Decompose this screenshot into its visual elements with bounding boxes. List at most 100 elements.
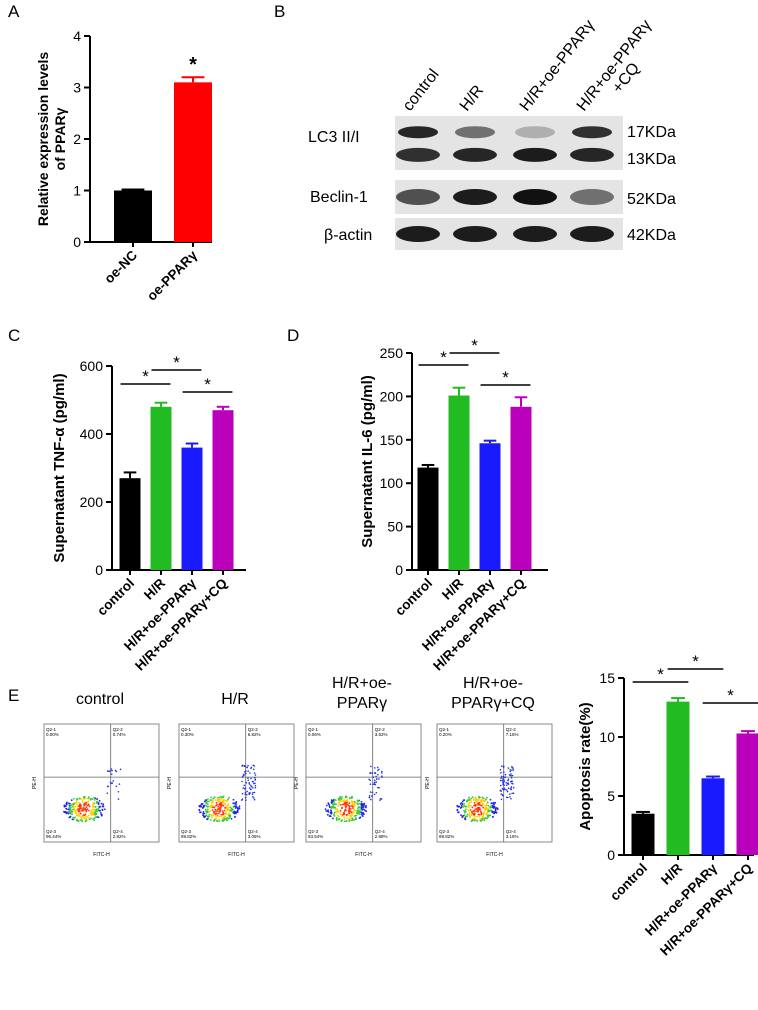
bar-0 <box>114 190 152 242</box>
panel-label-e: E <box>8 686 20 705</box>
y-tick-label: 100 <box>380 475 404 491</box>
bar-2 <box>701 778 725 855</box>
panel-label-b: B <box>274 2 286 21</box>
lc3-band-2 <box>513 147 557 162</box>
lc3-band-upper-1 <box>455 126 495 139</box>
x-tick-label: H/R <box>658 860 685 887</box>
y-tick-label: 600 <box>80 358 104 374</box>
y-axis-title: PE-H <box>425 777 431 789</box>
bar-0 <box>631 813 655 855</box>
x-tick-label: oe-NC <box>101 247 140 286</box>
beclin-band-2 <box>513 189 557 205</box>
y-tick-label: 4 <box>73 28 81 44</box>
flow-plot-title: control <box>75 691 125 708</box>
bar-2 <box>479 443 501 570</box>
quadrant-q1: Q2-1 0.20% <box>439 727 452 737</box>
flow-cytometry-panels: control Q2-1 0.00% Q2-2 0.74% Q2-3 96.44% Q2-4 2… <box>30 675 570 870</box>
y-tick-label: 0 <box>95 562 103 578</box>
flow-plot-2: H/R+oe- PPARγ Q2-1 0.06% Q2-2 3.52% Q2-3 93.54… <box>292 675 432 870</box>
bar-1 <box>448 395 470 570</box>
flow-plot-title: H/R+oe- PPARγ <box>331 675 393 712</box>
flow-dotplot: Q2-1 0.06% Q2-2 3.52% Q2-3 93.54% Q2-4 2.88% FIT… <box>294 723 422 858</box>
western-blot-panel: control H/R H/R+oe-PPARγ H/R+oe-PPARγ+CQ LC3… <box>300 17 758 260</box>
y-tick-label: 200 <box>80 494 104 510</box>
significance-star: * <box>657 665 664 684</box>
y-axis-title: Supernatant IL-6 (pg/ml) <box>359 375 376 548</box>
quadrant-q1: Q2-1 0.00% <box>46 727 59 737</box>
bar-3 <box>510 406 532 570</box>
y-tick-label: 3 <box>73 80 81 96</box>
y-tick-label: 250 <box>380 345 404 361</box>
y-tick-label: 1 <box>73 183 81 199</box>
lc3-band-3 <box>570 147 614 162</box>
quadrant-q3: Q2-3 89.82% <box>181 829 196 839</box>
quadrant-q3: Q2-3 89.82% <box>439 829 454 839</box>
significance-star: * <box>204 375 211 394</box>
lane-label-0: control <box>400 66 443 114</box>
y-tick-label: 0 <box>607 847 615 863</box>
quadrant-q4: Q2-4 3.16% <box>506 829 519 839</box>
y-axis-title: Apoptosis rate(%) <box>577 702 594 830</box>
lc3-band-1 <box>453 147 497 162</box>
bar-3 <box>736 733 758 855</box>
panel-label-c: C <box>8 326 21 345</box>
flow-plot-title: H/R <box>221 691 249 708</box>
x-tick-label: oe-PPARγ <box>144 247 200 303</box>
beclin-band-0 <box>396 189 440 205</box>
lane-label-1: H/R <box>457 82 487 114</box>
y-axis-title: Supernatant TNF-α (pg/ml) <box>51 373 68 562</box>
flow-plot-title: H/R+oe- PPARγ+CQ <box>451 675 535 712</box>
plot-frame <box>305 723 422 843</box>
significance-star: * <box>502 368 509 387</box>
bar-2 <box>181 447 203 570</box>
panel-label-a: A <box>8 2 20 21</box>
flow-plot-0: control Q2-1 0.00% Q2-2 0.74% Q2-3 96.44% Q2-4 2… <box>30 690 170 870</box>
flow-dotplot: Q2-1 0.00% Q2-2 0.74% Q2-3 96.44% Q2-4 2.82% FIT… <box>32 723 160 858</box>
quadrant-q2: Q2-2 0.74% <box>113 727 126 737</box>
quadrant-q2: Q2-2 7.15% <box>506 727 519 737</box>
significance-star: * <box>142 367 149 386</box>
flow-dotplot: Q2-1 0.30% Q2-2 6.82% Q2-3 89.82% Q2-4 3.06% FIT… <box>167 723 295 858</box>
lc3-band-0 <box>396 147 440 162</box>
lc3-band-upper-3 <box>572 126 612 139</box>
beclin-band-3 <box>570 189 614 205</box>
x-tick-label: control <box>392 576 435 619</box>
lc3-membrane <box>395 116 623 170</box>
x-tick-label: control <box>607 861 650 904</box>
actin-band-3 <box>570 226 614 242</box>
quadrant-q1: Q2-1 0.30% <box>181 727 194 737</box>
row-label-beclin: Beclin-1 <box>310 189 368 206</box>
plot-frame <box>178 723 295 843</box>
significance-star: * <box>471 336 478 355</box>
x-axis-title: FITC-H <box>228 852 245 858</box>
y-tick-label: 200 <box>380 388 404 404</box>
x-axis-title: FITC-H <box>355 852 372 858</box>
bar-0 <box>119 478 141 570</box>
y-tick-label: 50 <box>387 519 403 535</box>
significance-star: * <box>173 353 180 372</box>
flow-dotplot: Q2-1 0.20% Q2-2 7.15% Q2-3 89.82% Q2-4 3.16% FIT… <box>425 723 553 858</box>
y-tick-label: 400 <box>80 426 104 442</box>
y-tick-label: 150 <box>380 432 404 448</box>
significance-star: * <box>189 54 197 76</box>
plot-frame <box>43 723 160 843</box>
bar-1 <box>174 82 212 242</box>
quadrant-q4: Q2-4 2.88% <box>375 829 388 839</box>
quadrant-q3: Q2-3 96.44% <box>46 829 61 839</box>
quadrant-q4: Q2-4 3.06% <box>248 829 261 839</box>
x-axis-title: FITC-H <box>486 852 503 858</box>
bar-1 <box>666 701 690 855</box>
actin-band-2 <box>513 226 557 242</box>
y-axis-title: PE-H <box>32 777 38 789</box>
bar-3 <box>212 410 234 570</box>
y-tick-label: 2 <box>73 131 81 147</box>
y-axis-title: PE-H <box>167 777 173 789</box>
beclin-band-1 <box>453 189 497 205</box>
quadrant-q4: Q2-4 2.82% <box>113 829 126 839</box>
plot-frame <box>436 723 553 843</box>
actin-band-0 <box>396 226 440 242</box>
quadrant-q2: Q2-2 3.52% <box>375 727 388 737</box>
chart-a-expression: 0 1 2 3 4 Relative expression levelsof PPARγ o… <box>35 28 212 304</box>
x-axis-title: FITC-H <box>93 852 110 858</box>
